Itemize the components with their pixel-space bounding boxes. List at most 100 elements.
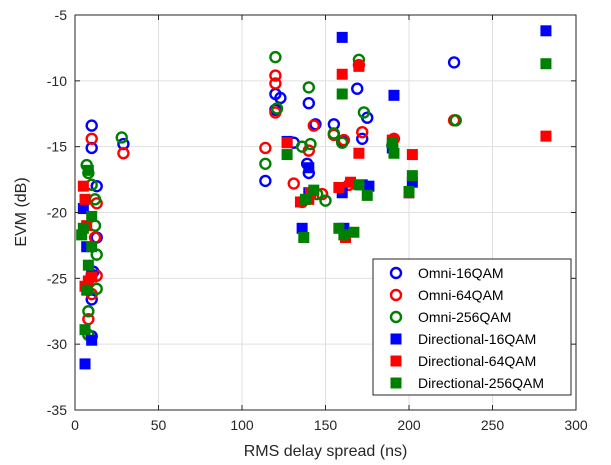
data-point [77, 180, 89, 192]
x-tick-label: 200 [397, 417, 421, 433]
legend-marker [390, 377, 402, 389]
data-point [357, 106, 371, 119]
legend-label: Omni-256QAM [418, 309, 511, 325]
data-point [298, 232, 310, 244]
y-tick-label: -30 [47, 336, 67, 352]
legend-entry: Omni-256QAM [389, 309, 511, 325]
data-points [76, 25, 552, 370]
data-point [403, 185, 415, 197]
x-axis-label: RMS delay spread (ns) [244, 443, 408, 460]
data-point [336, 136, 349, 149]
data-point [302, 97, 315, 110]
data-point [345, 176, 357, 188]
data-point [388, 89, 400, 101]
data-point [86, 210, 98, 222]
data-point [333, 222, 345, 234]
data-point [86, 334, 98, 346]
data-point [274, 91, 287, 105]
data-point [76, 229, 88, 241]
data-point [85, 119, 98, 132]
data-point [269, 77, 282, 90]
data-point [356, 125, 369, 139]
data-point [81, 284, 93, 296]
data-point [270, 102, 284, 115]
data-point [307, 119, 321, 132]
data-point [333, 181, 345, 193]
data-point [336, 68, 348, 80]
x-tick-label: 300 [564, 417, 588, 433]
data-point [353, 179, 365, 191]
data-point [77, 222, 89, 234]
x-axis-ticks: 0 50 100 150 200 250 300 [71, 15, 588, 433]
series-directional-256qam [76, 58, 552, 336]
y-tick-label: -35 [47, 402, 67, 418]
data-point [363, 180, 375, 192]
x-tick-label: 150 [314, 417, 338, 433]
data-point [82, 305, 95, 318]
data-point [287, 177, 300, 190]
data-point [79, 324, 91, 336]
data-point [281, 149, 293, 161]
legend-entry: Omni-16QAM [389, 265, 504, 281]
legend-label: Directional-16QAM [418, 331, 536, 347]
data-point [449, 114, 462, 127]
y-tick-label: -10 [47, 73, 67, 89]
series-directional-64qam [77, 60, 552, 292]
data-point [299, 193, 311, 205]
legend-label: Omni-64QAM [418, 287, 504, 303]
data-point [336, 88, 348, 100]
data-point [356, 132, 369, 145]
legend-marker [390, 355, 402, 367]
data-point [296, 222, 308, 234]
grid [75, 15, 576, 410]
legend-entry: Omni-64QAM [389, 287, 504, 303]
data-point [82, 259, 94, 271]
data-point [388, 147, 400, 159]
data-point [447, 56, 461, 69]
data-point [406, 170, 418, 182]
data-point [361, 189, 373, 201]
y-tick-label: -5 [55, 7, 68, 23]
y-tick-label: -20 [47, 205, 67, 221]
legend-box [372, 258, 572, 396]
data-point [269, 69, 282, 82]
data-point [302, 81, 315, 94]
legend-marker [389, 310, 403, 324]
data-point [406, 149, 418, 161]
data-point [86, 271, 98, 283]
data-point [540, 58, 552, 70]
data-point [90, 179, 103, 193]
data-point [406, 176, 418, 188]
legend-marker [389, 288, 403, 302]
data-point [117, 147, 130, 160]
data-point [79, 193, 91, 205]
x-tick-label: 250 [481, 417, 505, 433]
data-point [348, 226, 360, 238]
legend-entry: Directional-64QAM [390, 353, 536, 369]
data-point [85, 132, 98, 145]
data-point [540, 130, 552, 142]
data-point [259, 174, 272, 188]
data-point [319, 194, 332, 207]
data-point [351, 82, 364, 95]
data-point [82, 312, 95, 326]
data-point [259, 157, 272, 170]
data-point [327, 127, 341, 140]
legend-marker [390, 333, 402, 345]
data-point [336, 31, 348, 43]
x-tick-label: 100 [230, 417, 254, 433]
data-point [86, 241, 98, 253]
data-point [304, 137, 317, 151]
data-point [386, 137, 398, 149]
y-axis-ticks: -35 -30 -25 -20 -15 -10 -5 [47, 7, 576, 418]
data-point [338, 229, 350, 241]
data-point [79, 358, 91, 370]
data-point [115, 131, 128, 144]
data-point [540, 25, 552, 37]
data-point [303, 162, 315, 174]
data-point [353, 147, 365, 159]
legend-entry: Directional-256QAM [390, 375, 544, 391]
data-point [259, 141, 272, 155]
data-point [269, 50, 282, 64]
